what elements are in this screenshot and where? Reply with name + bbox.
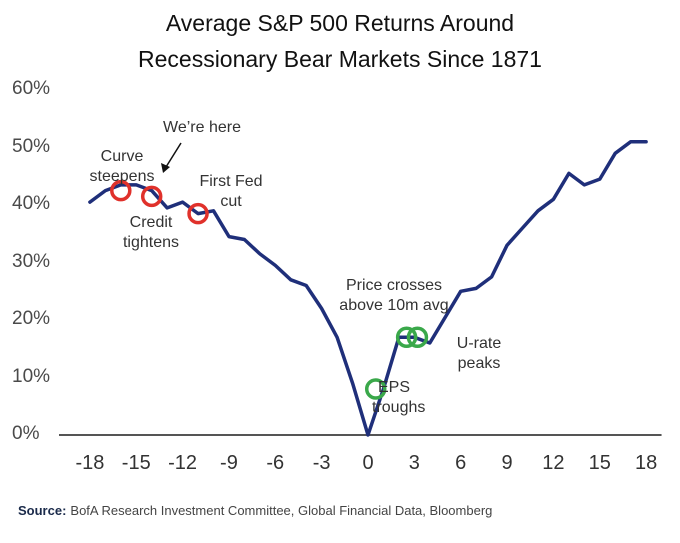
- annotation-were-here-line-1: We’re here: [163, 119, 241, 136]
- y-tick-label: 40%: [12, 193, 51, 214]
- event-marker-1: [140, 185, 163, 208]
- source-label: Source:: [18, 503, 67, 518]
- x-tick-label: -3: [312, 452, 331, 474]
- x-tick-label: 6: [455, 452, 467, 474]
- x-tick-label: -9: [220, 452, 238, 474]
- event-marker-5: [406, 326, 429, 348]
- event-marker-3: [364, 378, 387, 400]
- chart-title-line-2: Recessionary Bear Markets Since 1871: [138, 46, 542, 72]
- annotation-credit-tightens: Credit tightens: [106, 213, 196, 253]
- x-tick-label: 12: [542, 452, 565, 474]
- x-tick-label: -6: [266, 452, 285, 474]
- x-tick-label: 18: [634, 452, 658, 474]
- event-marker-2: [187, 202, 209, 225]
- x-tick-label: 3: [408, 452, 420, 474]
- annotation-curve-steepens-line-2: steepens: [89, 168, 155, 185]
- annotation-credit-tightens-line-1: Credit: [129, 214, 173, 231]
- x-tick-label: -12: [168, 452, 198, 474]
- returns-series-line: [88, 140, 648, 437]
- event-marker-0: [110, 179, 132, 202]
- x-tick-label: 9: [501, 452, 513, 474]
- annotation-curve-steepens-line-1: Curve: [100, 148, 144, 165]
- annotation-were-here: We’re here: [148, 118, 256, 138]
- annotation-price-crosses: Price crosses above 10m avg: [322, 276, 466, 316]
- y-tick-label: 50%: [12, 135, 51, 157]
- annotation-eps-troughs-line-2: troughs: [372, 399, 426, 416]
- annotation-first-fed-cut-line-2: cut: [220, 193, 242, 210]
- y-tick-label: 0%: [12, 423, 40, 444]
- annotation-u-rate-peaks-line-2: peaks: [457, 355, 501, 372]
- x-tick-label: 0: [362, 452, 374, 474]
- y-tick-label: 10%: [12, 365, 51, 387]
- y-tick-label: 30%: [12, 250, 51, 272]
- we-are-here-arrow: [161, 142, 182, 173]
- annotation-credit-tightens-line-2: tightens: [122, 234, 180, 251]
- annotation-eps-troughs: EPS troughs: [372, 378, 448, 418]
- annotation-price-crosses-line-2: above 10m avg: [339, 297, 449, 314]
- annotation-first-fed-cut: First Fed cut: [186, 172, 276, 212]
- annotation-first-fed-cut-line-1: First Fed: [199, 173, 263, 190]
- annotation-u-rate-peaks-line-1: U-rate: [456, 335, 502, 352]
- x-tick-label: -15: [121, 452, 151, 474]
- annotation-eps-troughs-line-1: EPS: [378, 379, 411, 396]
- y-tick-label: 20%: [12, 308, 51, 329]
- chart-title-line-1: Average S&P 500 Returns Around: [165, 10, 515, 36]
- x-tick-label: -18: [75, 452, 105, 474]
- annotation-price-crosses-line-1: Price crosses: [345, 277, 443, 294]
- source-text: BofA Research Investment Committee, Glob…: [70, 503, 493, 518]
- annotation-curve-steepens: Curve steepens: [74, 147, 170, 187]
- x-tick-label: 15: [588, 452, 611, 474]
- y-tick-label: 60%: [12, 78, 51, 99]
- annotation-u-rate-peaks: U-rate peaks: [444, 334, 514, 374]
- event-marker-4: [395, 326, 418, 348]
- source-note: Source: BofA Research Investment Committe…: [18, 503, 492, 518]
